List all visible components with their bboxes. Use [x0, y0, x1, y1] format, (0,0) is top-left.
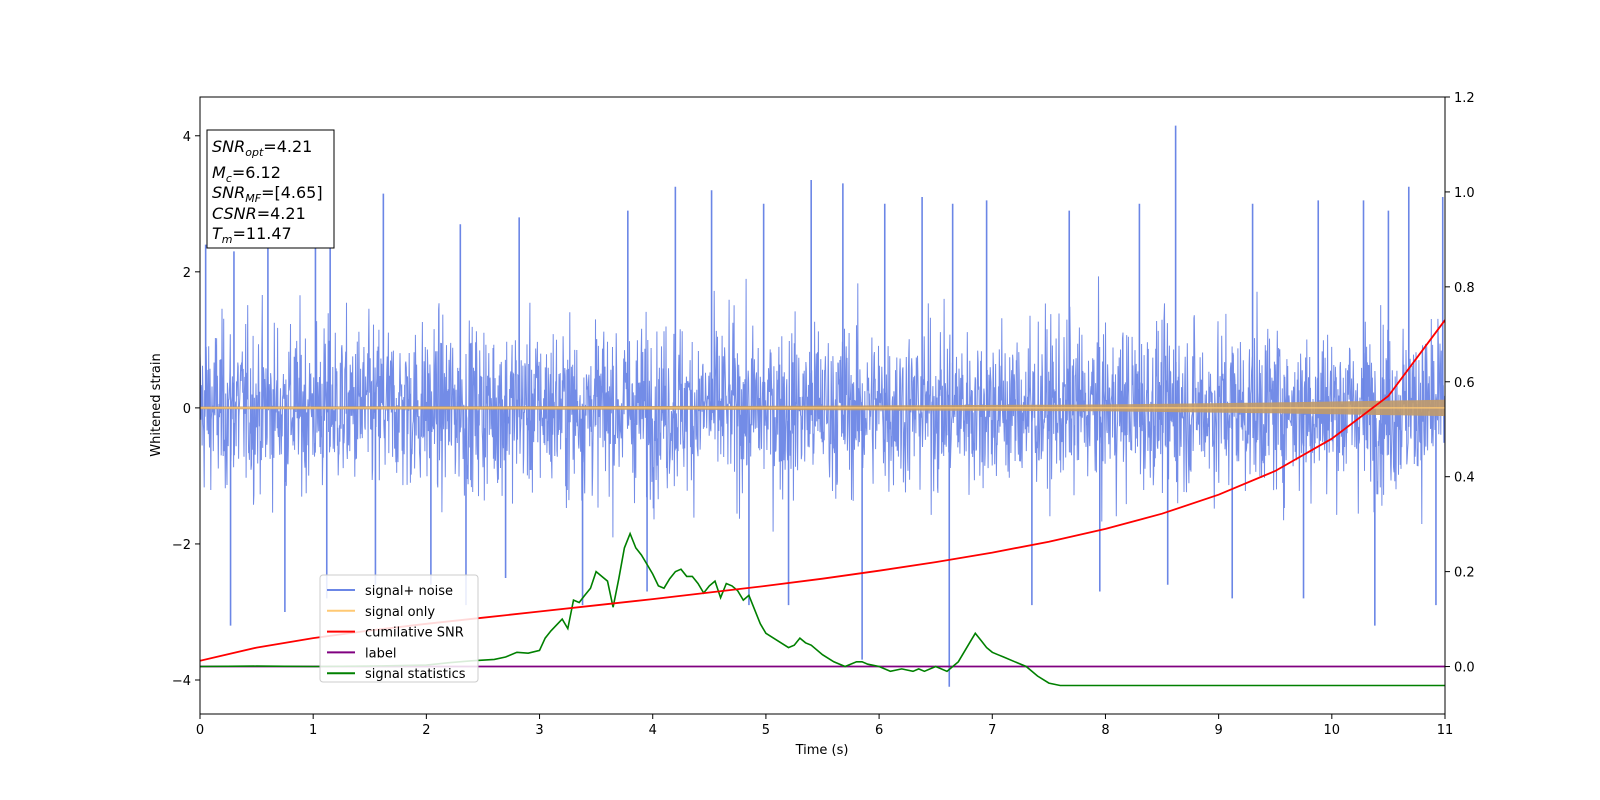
y2-tick-label: 0.2	[1454, 566, 1475, 581]
x-axis-label: Time (s)	[795, 743, 849, 758]
x-tick-label: 2	[422, 723, 430, 738]
legend-entries: signal+ noise signal only cumilative SNR la…	[327, 584, 466, 682]
x-tick-label: 11	[1437, 723, 1454, 738]
series-signal-statistics-line	[200, 531, 1445, 687]
legend-label: cumilative SNR	[365, 626, 464, 641]
x-tick-label: 10	[1324, 723, 1341, 738]
plot-frame	[199, 96, 1446, 715]
info-box-frame	[206, 129, 335, 249]
y2-tick-label: 0.0	[1454, 661, 1475, 676]
axes: 0 1 2 3 4 5 6 7 8 9 10 11 −4 −2 0 2 4 0.0 0.2 0.4 0.6 0.8 1.0 1…	[172, 91, 1475, 738]
x-tick-label: 6	[875, 723, 883, 738]
legend: signal+ noise signal only cumilative SNR la…	[319, 574, 479, 683]
info-line-snr-opt: SNRopt=4.21	[212, 137, 312, 159]
plot-area	[200, 125, 1445, 687]
y-tick-label: 2	[183, 266, 191, 281]
y-tick-label: −4	[172, 674, 191, 689]
legend-frame	[319, 574, 479, 683]
y2-tick-label: 0.8	[1454, 281, 1475, 296]
x-tick-label: 9	[1214, 723, 1222, 738]
info-box: SNRopt=4.21 Mc=6.12 SNRMF=[4.65] CSNR=4.…	[206, 129, 335, 249]
x-tick-label: 4	[649, 723, 657, 738]
x-tick-label: 0	[196, 723, 204, 738]
info-line-mc: Mc=6.12	[212, 163, 281, 185]
info-line-tm: Tm=11.47	[212, 224, 292, 246]
legend-label: signal statistics	[365, 667, 466, 682]
y2-tick-label: 0.4	[1454, 471, 1475, 486]
y2-tick-label: 1.0	[1454, 186, 1475, 201]
y-tick-label: 0	[183, 402, 191, 417]
info-line-snr-mf: SNRMF=[4.65]	[212, 183, 323, 205]
x-tick-label: 3	[535, 723, 543, 738]
x-tick-label: 5	[762, 723, 770, 738]
y-tick-label: 4	[183, 130, 191, 145]
x-tick-label: 1	[309, 723, 317, 738]
y2-tick-label: 0.6	[1454, 376, 1475, 391]
info-line-csnr: CSNR=4.21	[212, 204, 306, 223]
series-signal-noise-line	[200, 276, 1445, 538]
y-tick-label: −2	[172, 538, 191, 553]
legend-label: signal+ noise	[365, 584, 453, 599]
x-tick-label: 8	[1101, 723, 1109, 738]
legend-label: label	[365, 646, 396, 661]
x-tick-label: 7	[988, 723, 996, 738]
y-axis-label: Whitened strain	[149, 353, 164, 456]
y2-tick-label: 1.2	[1454, 91, 1475, 106]
legend-label: signal only	[365, 605, 435, 620]
